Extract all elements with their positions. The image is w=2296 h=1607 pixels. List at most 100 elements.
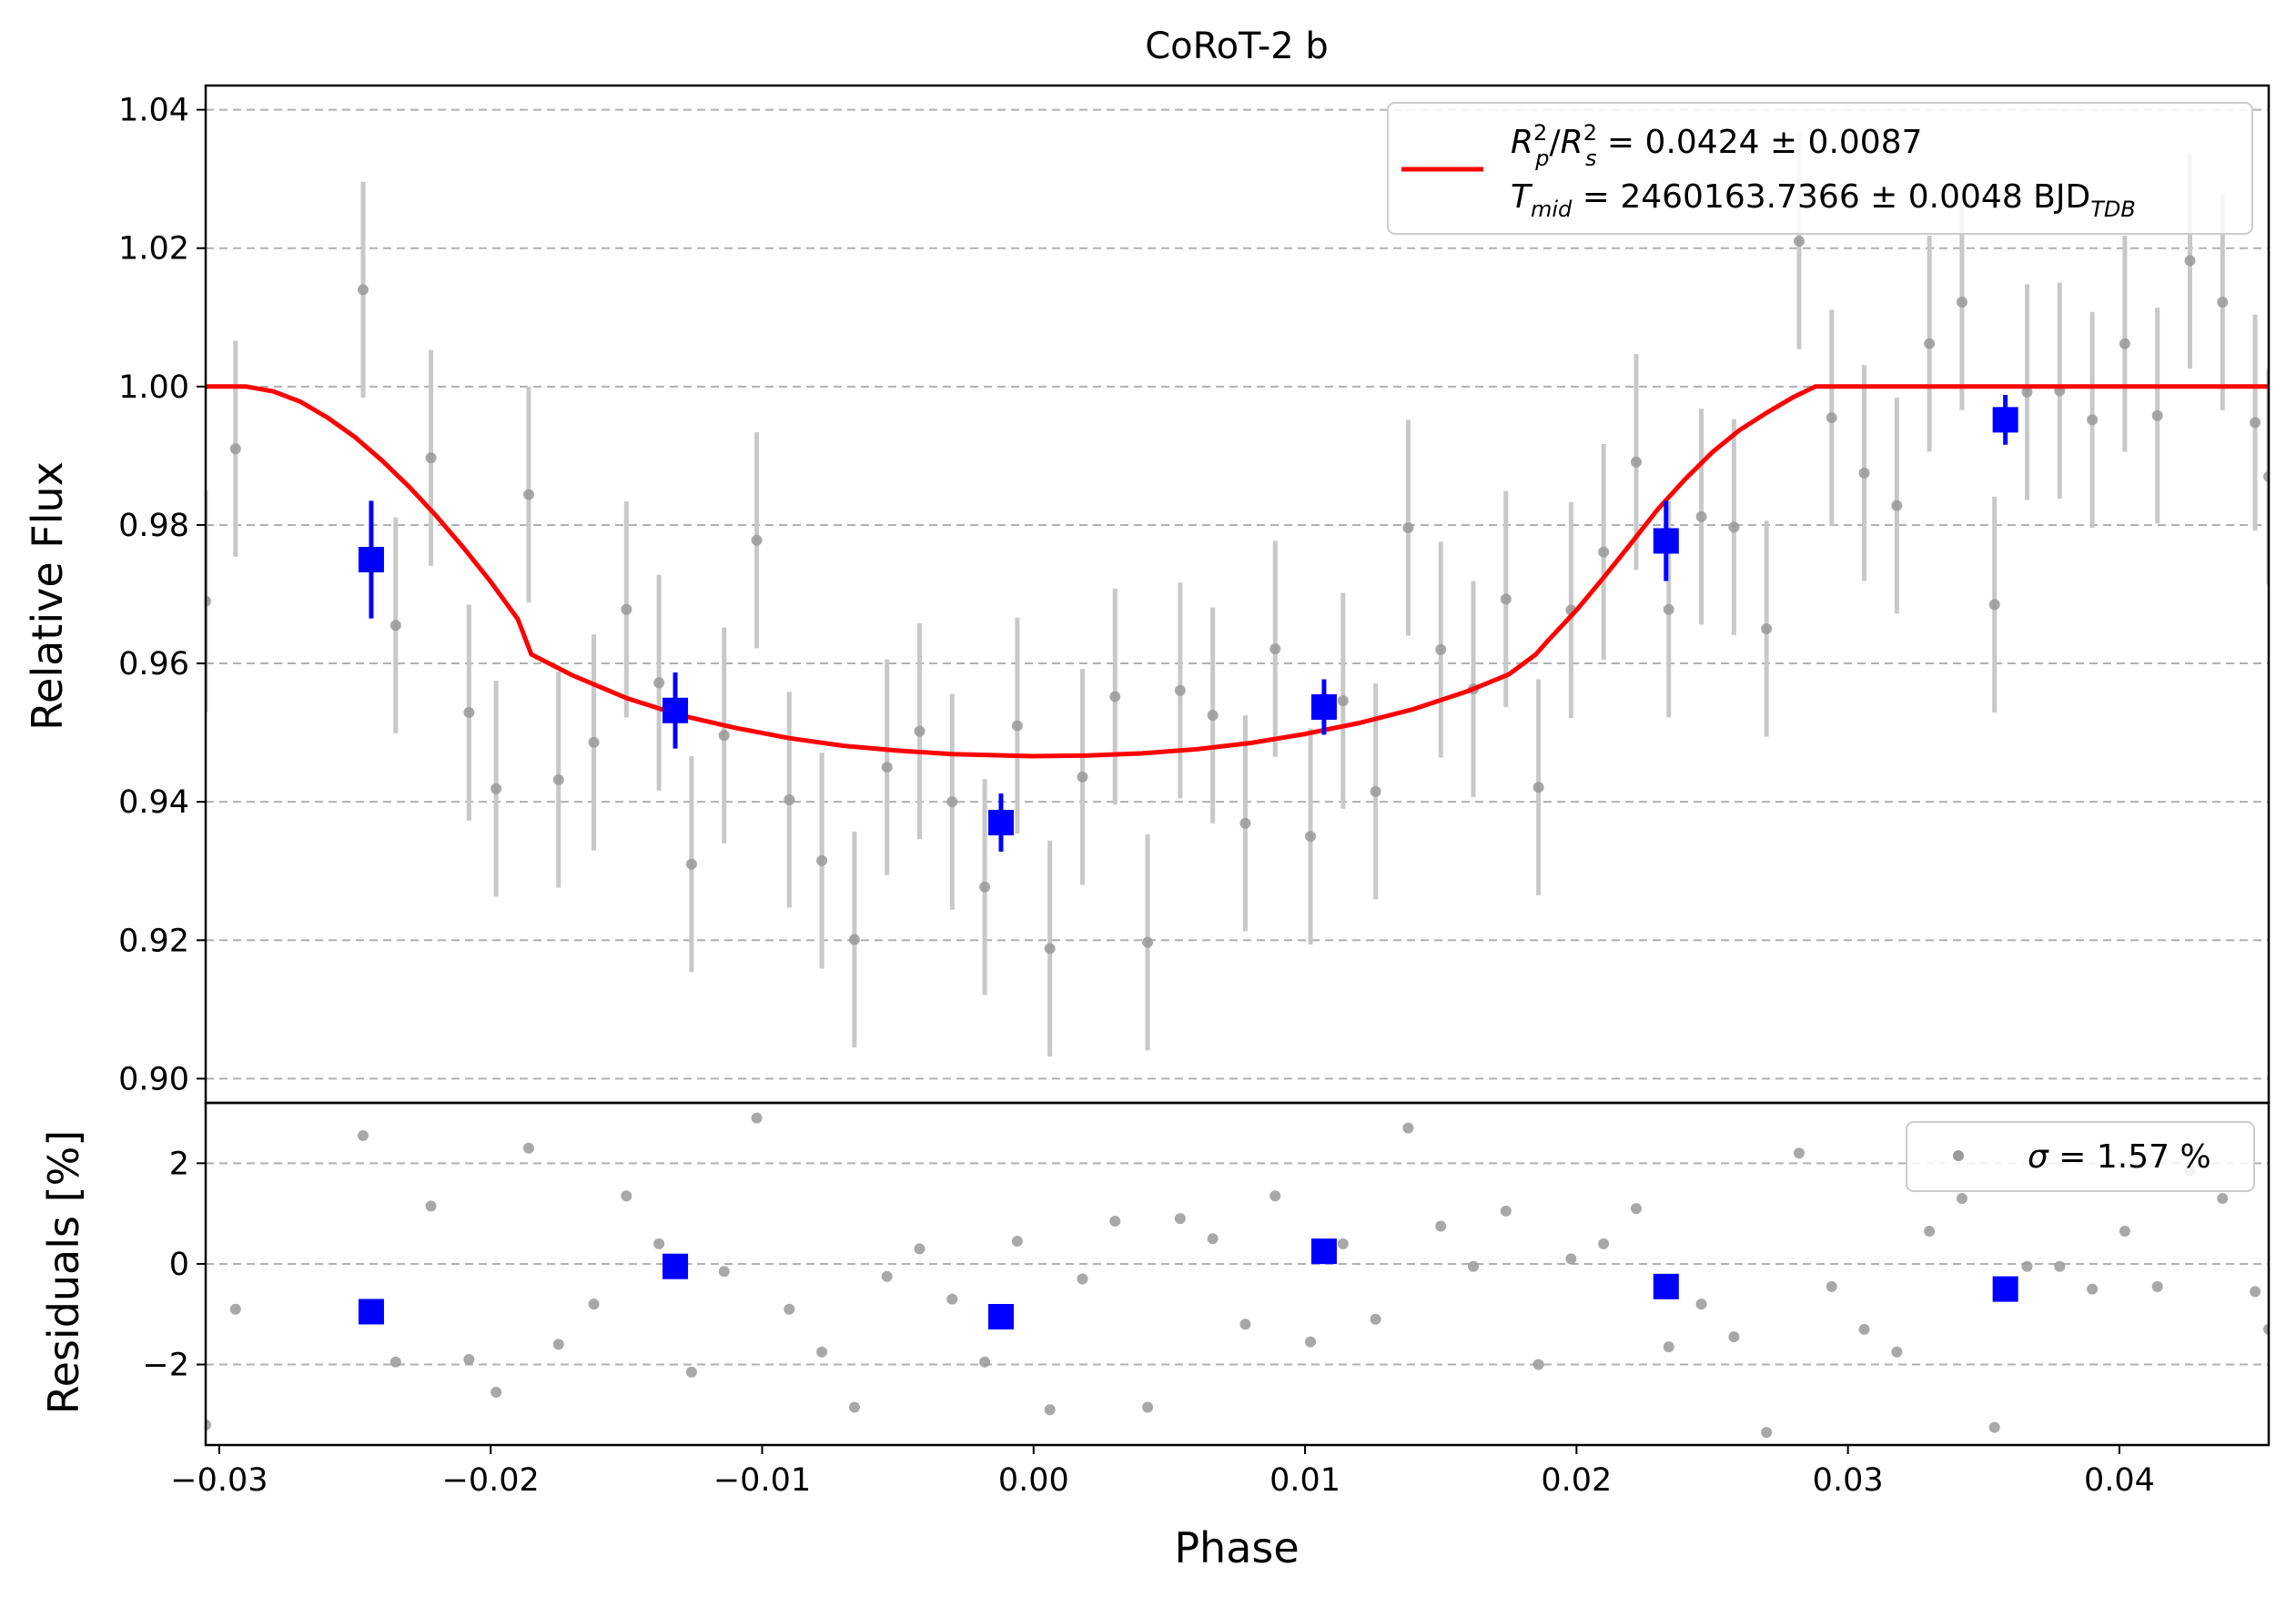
- raw-data-point: [848, 934, 860, 945]
- raw-data-point: [1239, 817, 1251, 829]
- residual-raw-point: [1239, 1319, 1251, 1330]
- residual-raw-point: [1663, 1341, 1674, 1353]
- binned-data-point: [1310, 693, 1337, 720]
- raw-data-point: [1988, 599, 2000, 611]
- raw-data-points: [206, 133, 2269, 1057]
- raw-data-point: [2087, 414, 2099, 426]
- raw-data-point: [1793, 236, 1805, 248]
- residual-raw-point: [1858, 1323, 1870, 1335]
- residuals-legend-box: [1906, 1121, 2255, 1192]
- residual-raw-point: [784, 1303, 795, 1315]
- residual-raw-point: [358, 1129, 369, 1141]
- main-legend: R2 p/R2 s = 0.0424 ± 0.0087 Tmid = 2460163…: [1387, 102, 2253, 235]
- residual-raw-point: [1109, 1215, 1121, 1227]
- residual-raw-point: [1370, 1313, 1381, 1325]
- raw-data-point: [653, 677, 665, 689]
- raw-data-point: [206, 595, 211, 607]
- residual-raw-point: [522, 1142, 534, 1154]
- residual-binned-point: [1310, 1238, 1337, 1265]
- residual-raw-point: [653, 1238, 665, 1249]
- residual-raw-point: [206, 1419, 211, 1430]
- main-y-ticks: 0.90 0.92 0.94 0.96 0.98 1.00 1.02 1.04: [118, 93, 206, 1097]
- residual-raw-points: [206, 1112, 2269, 1439]
- raw-data-point: [1044, 943, 1056, 955]
- residual-raw-point: [751, 1112, 763, 1124]
- raw-data-point: [1142, 936, 1154, 948]
- residual-raw-point: [463, 1354, 475, 1365]
- raw-data-point: [1761, 623, 1773, 635]
- residual-binned-point: [1653, 1273, 1679, 1299]
- x-tick-label: 0.01: [1269, 1462, 1340, 1499]
- legend-t: T: [1511, 178, 1533, 216]
- x-tick-label: 0.00: [998, 1462, 1069, 1499]
- residual-raw-point: [491, 1386, 502, 1398]
- residual-raw-point: [621, 1190, 632, 1202]
- residual-raw-point: [2119, 1226, 2130, 1237]
- residuals-plot-frame: [204, 1101, 2271, 1447]
- raw-data-point: [1077, 771, 1088, 783]
- main-legend-box: [1387, 102, 2253, 235]
- residual-raw-point: [1011, 1236, 1023, 1248]
- residual-binned-point: [1992, 1276, 2018, 1302]
- raw-data-point: [1728, 521, 1740, 533]
- residual-raw-point: [1695, 1299, 1707, 1310]
- x-tick-label: −0.03: [170, 1462, 268, 1499]
- raw-data-point: [552, 773, 564, 785]
- raw-data-point: [425, 452, 437, 464]
- residual-binned-point: [358, 1299, 384, 1325]
- raw-data-point: [1109, 691, 1121, 702]
- raw-data-point: [1435, 643, 1447, 655]
- residuals-panel: −2 0 2 −0.03 −0.02 −0.01 0.00 0.01 0.02 0.03 0.04…: [142, 1101, 2271, 1499]
- transit-model-line: [206, 384, 2269, 759]
- raw-data-point: [1695, 510, 1707, 522]
- residual-raw-point: [2021, 1260, 2033, 1272]
- main-y-tick-label: 0.96: [118, 646, 189, 682]
- residual-raw-point: [1956, 1193, 1967, 1205]
- residual-raw-point: [1630, 1203, 1642, 1215]
- legend-r1-sup: 2: [1533, 120, 1547, 146]
- residual-raw-point: [229, 1303, 241, 1315]
- raw-data-point: [979, 881, 991, 893]
- residual-raw-point: [1598, 1238, 1610, 1249]
- residual-raw-point: [881, 1270, 893, 1282]
- raw-data-point: [816, 854, 828, 866]
- main-y-axis-title: Relative Flux: [23, 461, 72, 731]
- residual-raw-point: [389, 1356, 401, 1368]
- residual-raw-point: [1077, 1273, 1088, 1285]
- main-y-tick-label: 0.92: [118, 923, 189, 959]
- binned-data-points: [358, 394, 2018, 852]
- residual-raw-point: [1044, 1404, 1056, 1416]
- residual-raw-point: [2087, 1283, 2099, 1295]
- legend-tmid-value: = 2460163.7366 ± 0.0048 BJD: [1572, 178, 2090, 216]
- residual-binned-point: [663, 1253, 689, 1279]
- residual-raw-point: [2054, 1260, 2066, 1272]
- x-tick-label: 0.03: [1813, 1462, 1884, 1499]
- main-y-tick-label: 1.02: [118, 231, 189, 268]
- legend-raw-marker: [1953, 1150, 1964, 1161]
- residuals-y-tick-label: 2: [169, 1146, 189, 1182]
- residual-raw-point: [2151, 1280, 2163, 1292]
- residual-raw-point: [1402, 1122, 1414, 1134]
- residual-raw-point: [979, 1356, 991, 1368]
- chart-title: CoRoT-2 b: [1145, 25, 1329, 67]
- raw-data-point: [2217, 297, 2229, 308]
- residual-raw-point: [1728, 1331, 1740, 1343]
- legend-radius-ratio-value: = 0.0424 ± 0.0087: [1596, 124, 1922, 161]
- residual-raw-point: [1793, 1147, 1805, 1159]
- residual-raw-point: [552, 1339, 564, 1350]
- residual-raw-point: [2263, 1323, 2269, 1335]
- legend-r1: R: [1511, 124, 1533, 161]
- binned-data-point: [987, 809, 1014, 835]
- legend-sigma-label: σ = 1.57 %: [2028, 1138, 2211, 1176]
- raw-data-point: [1500, 593, 1512, 605]
- raw-data-point: [718, 730, 730, 742]
- residual-binned-points: [358, 1238, 2018, 1329]
- raw-data-point: [1337, 695, 1349, 707]
- residual-raw-point: [1565, 1253, 1577, 1265]
- legend-slash: /: [1550, 124, 1562, 161]
- residual-raw-point: [1500, 1205, 1512, 1217]
- residuals-y-ticks: −2 0 2: [142, 1146, 206, 1384]
- residuals-y-tick-label: 0: [169, 1247, 189, 1283]
- residual-raw-point: [1761, 1427, 1773, 1439]
